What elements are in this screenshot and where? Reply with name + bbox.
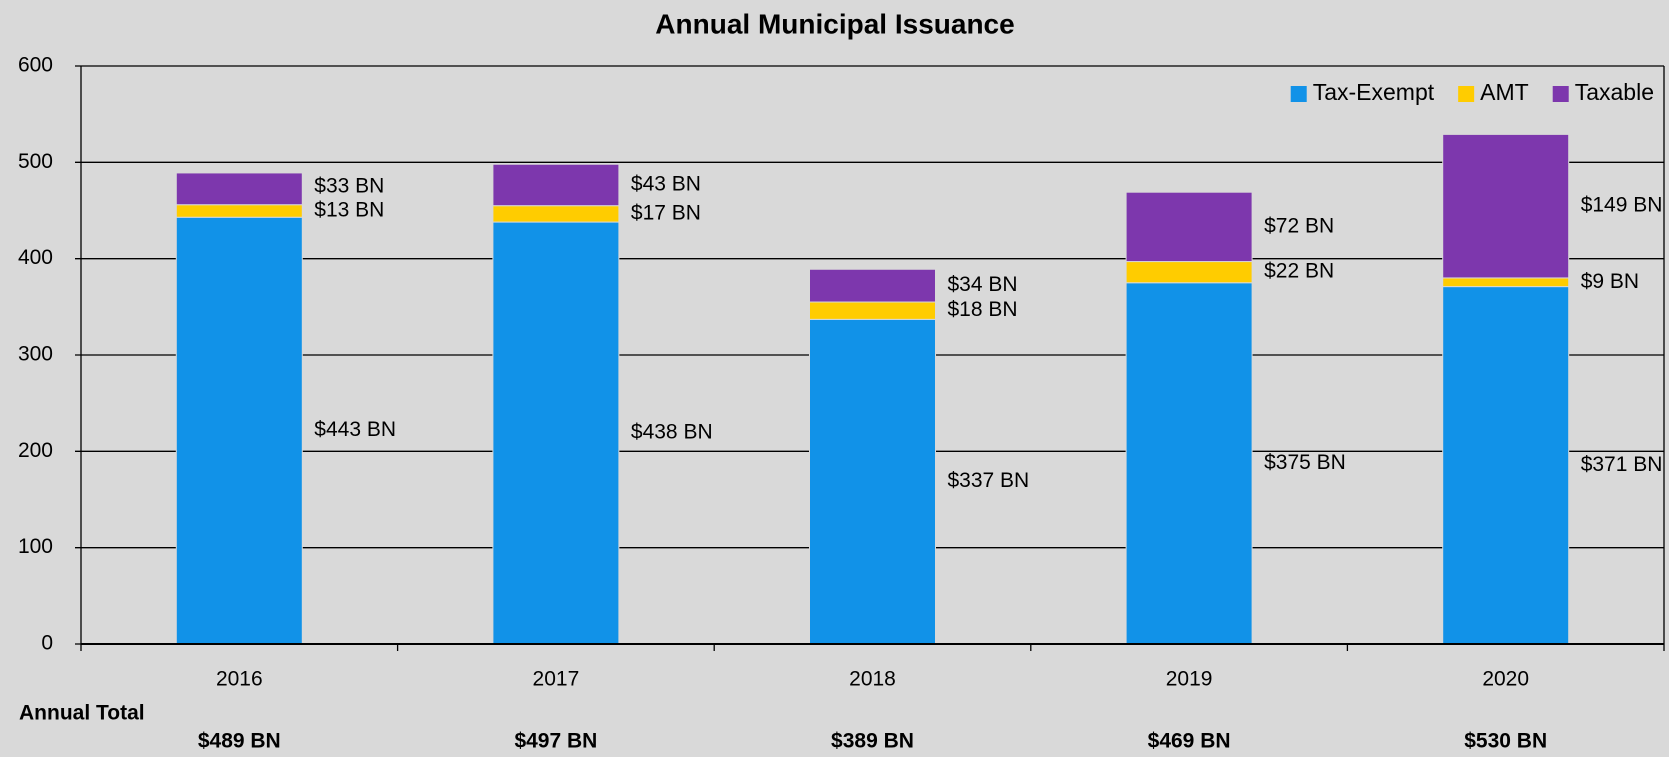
bar-segment <box>175 204 303 218</box>
data-label: $34 BN <box>948 273 1018 296</box>
data-label: $337 BN <box>948 469 1030 492</box>
x-tick-label: 2017 <box>533 668 580 691</box>
data-label: $72 BN <box>1264 214 1334 237</box>
bar-segment <box>1442 133 1570 279</box>
x-tick-label: 2020 <box>1482 668 1529 691</box>
x-tick-label: 2018 <box>849 668 896 691</box>
data-label: $22 BN <box>1264 260 1334 283</box>
annual-total: $489 BN <box>198 730 281 753</box>
bar-segment <box>809 268 936 303</box>
bar-segment <box>1442 277 1570 288</box>
bar-segment <box>175 172 303 206</box>
bar-segment <box>1442 286 1570 645</box>
data-label: $443 BN <box>314 418 396 441</box>
data-label: $18 BN <box>948 298 1018 321</box>
x-tick-label: 2019 <box>1166 668 1213 691</box>
bar-segment <box>809 301 936 320</box>
bar-segment <box>1125 282 1253 645</box>
data-label: $17 BN <box>631 201 701 224</box>
legend-label: AMT <box>1480 79 1529 105</box>
data-label: $438 BN <box>631 421 713 444</box>
annual-total: $530 BN <box>1464 730 1547 753</box>
annual-total: $497 BN <box>514 730 597 753</box>
legend-label: Tax-Exempt <box>1313 79 1435 105</box>
data-label: $371 BN <box>1581 453 1663 476</box>
chart-title: Annual Municipal Issuance <box>655 8 1014 39</box>
y-tick-label: 200 <box>18 439 53 462</box>
annual-total: $469 BN <box>1148 730 1231 753</box>
legend-swatch <box>1290 86 1307 102</box>
y-tick-label: 100 <box>18 535 53 558</box>
bar-segment <box>492 163 620 207</box>
legend-swatch <box>1552 86 1569 102</box>
bar-segment <box>1125 261 1253 284</box>
data-label: $33 BN <box>314 175 384 198</box>
data-label: $13 BN <box>314 199 384 222</box>
bar-segment <box>492 205 620 223</box>
y-tick-label: 300 <box>18 343 53 366</box>
y-tick-label: 400 <box>18 246 53 269</box>
x-tick-label: 2016 <box>216 668 263 691</box>
data-label: $9 BN <box>1581 270 1639 293</box>
bar-segment <box>809 318 936 645</box>
data-label: $375 BN <box>1264 451 1346 474</box>
y-tick-label: 600 <box>18 54 53 77</box>
data-label: $149 BN <box>1581 194 1663 217</box>
annual-total: $389 BN <box>831 730 914 753</box>
annual-total-label: Annual Total <box>19 702 145 725</box>
legend-swatch <box>1458 86 1475 102</box>
legend-label: Taxable <box>1575 79 1654 105</box>
data-label: $43 BN <box>631 173 701 196</box>
bar-segment <box>175 216 303 645</box>
bar-segment <box>1125 191 1253 263</box>
y-tick-label: 500 <box>18 150 53 173</box>
bar-segment <box>492 221 620 645</box>
y-tick-label: 0 <box>41 632 53 655</box>
